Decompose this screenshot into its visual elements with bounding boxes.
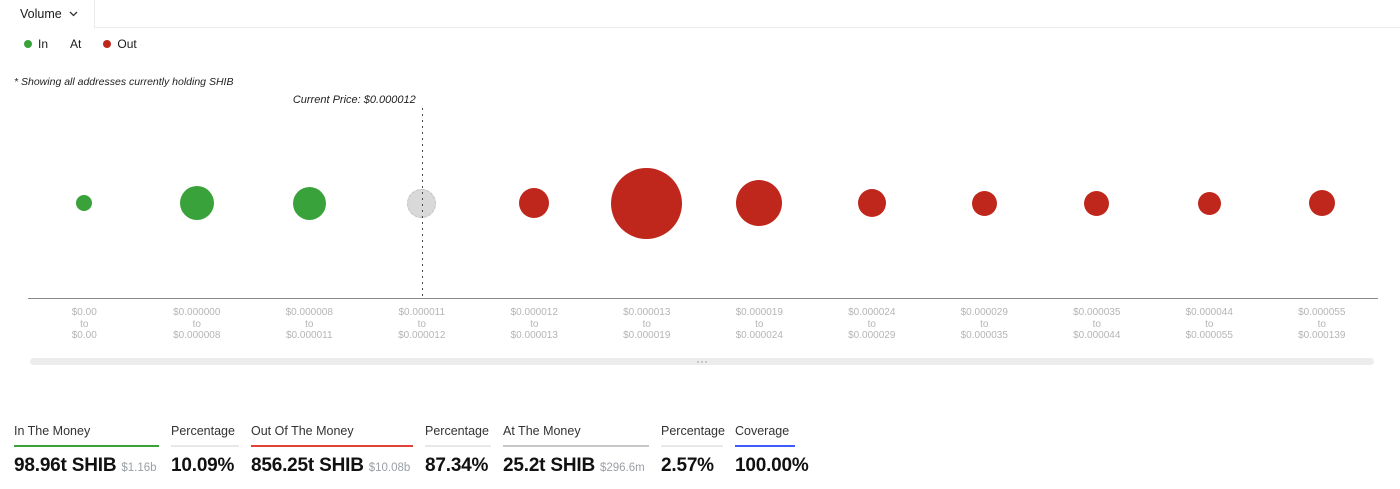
legend-label: At	[70, 37, 82, 51]
scrollbar-grip[interactable]	[697, 360, 707, 363]
stat-in-the-money: In The Money 98.96t SHIB $1.16b	[14, 424, 171, 477]
stat-subvalue: $296.6m	[599, 462, 645, 474]
stat-label: Coverage	[735, 424, 795, 447]
volume-dropdown-label: Volume	[20, 7, 62, 21]
legend-dot	[24, 40, 32, 48]
bubble-out[interactable]	[519, 188, 550, 218]
bubble-out[interactable]	[1084, 190, 1110, 216]
legend-dot	[103, 40, 112, 48]
stat-value: 98.96t SHIB	[14, 455, 117, 476]
stat-label: Percentage	[661, 424, 725, 447]
x-axis-label: $0.000029 to $0.000035	[960, 307, 1008, 341]
legend-item-out[interactable]: Out	[103, 37, 137, 51]
stat-value: 856.25t SHIB	[251, 455, 364, 476]
stat-percentage: Percentage 10.09%	[171, 424, 251, 477]
stat-subvalue: $1.16b	[121, 462, 157, 474]
x-axis-label: $0.000019 to $0.000024	[735, 307, 783, 341]
x-axis-label: $0.000035 to $0.000044	[1073, 307, 1121, 341]
bubble-out[interactable]	[736, 180, 783, 226]
stat-value: 25.2t SHIB	[503, 455, 595, 476]
bubble-out[interactable]	[611, 167, 683, 239]
stat-label: In The Money	[14, 424, 159, 447]
stat-at-the-money: At The Money 25.2t SHIB $296.6m	[503, 424, 661, 477]
bubble-out[interactable]	[857, 189, 886, 217]
stat-out-of-the-money: Out Of The Money 856.25t SHIB $10.08b	[251, 424, 425, 477]
stat-label: Out Of The Money	[251, 424, 413, 447]
stat-value: 100.00%	[735, 455, 809, 476]
x-axis-label: $0.000044 to $0.000055	[1185, 307, 1233, 341]
stat-value: 2.57%	[661, 455, 714, 476]
stat-subvalue: $10.08b	[368, 462, 411, 474]
current-price-line	[421, 108, 423, 298]
legend-item-in[interactable]: In	[24, 37, 48, 51]
stat-label: Percentage	[171, 424, 239, 447]
legend: In At Out	[24, 37, 137, 51]
x-axis-label: $0.000011 to $0.000012	[398, 307, 446, 341]
bubble-out[interactable]	[971, 190, 997, 216]
x-axis-label: $0.000024 to $0.000029	[848, 307, 896, 341]
chevron-down-icon	[69, 11, 78, 17]
stat-label: At The Money	[503, 424, 649, 447]
bubble-in[interactable]	[76, 195, 93, 211]
stat-label: Percentage	[425, 424, 491, 447]
current-price-label: Current Price: $0.000012	[292, 94, 416, 106]
x-axis-line	[28, 298, 1378, 299]
bubble-in[interactable]	[179, 186, 214, 220]
stat-percentage: Percentage 87.34%	[425, 424, 503, 477]
x-axis-label: $0.000055 to $0.000139	[1298, 307, 1346, 341]
bubble-out[interactable]	[1197, 191, 1221, 215]
volume-dropdown[interactable]: Volume	[0, 0, 95, 28]
bubble-in[interactable]	[292, 186, 326, 220]
toolbar: Volume	[0, 0, 1400, 28]
horizontal-scrollbar[interactable]	[30, 358, 1374, 365]
x-axis-label: $0.000012 to $0.000013	[510, 307, 558, 341]
x-axis-label: $0.000008 to $0.000011	[285, 307, 333, 341]
legend-label: Out	[117, 37, 137, 51]
bubble-out[interactable]	[1308, 190, 1335, 216]
stat-percentage: Percentage 2.57%	[661, 424, 735, 477]
stats-row: In The Money 98.96t SHIB $1.16b Percentage 1…	[14, 424, 809, 477]
x-axis-label: $0.000013 to $0.000019	[623, 307, 671, 341]
x-axis-label: $0.00 to $0.00	[71, 307, 97, 341]
holders-note: * Showing all addresses currently holdin…	[14, 76, 234, 88]
x-axis-label: $0.000000 to $0.000008	[173, 307, 221, 341]
stat-value: 87.34%	[425, 455, 489, 476]
stat-coverage: Coverage 100.00%	[735, 424, 809, 477]
legend-item-at[interactable]: At	[70, 37, 81, 51]
stat-value: 10.09%	[171, 455, 235, 476]
legend-label: In	[38, 37, 49, 51]
